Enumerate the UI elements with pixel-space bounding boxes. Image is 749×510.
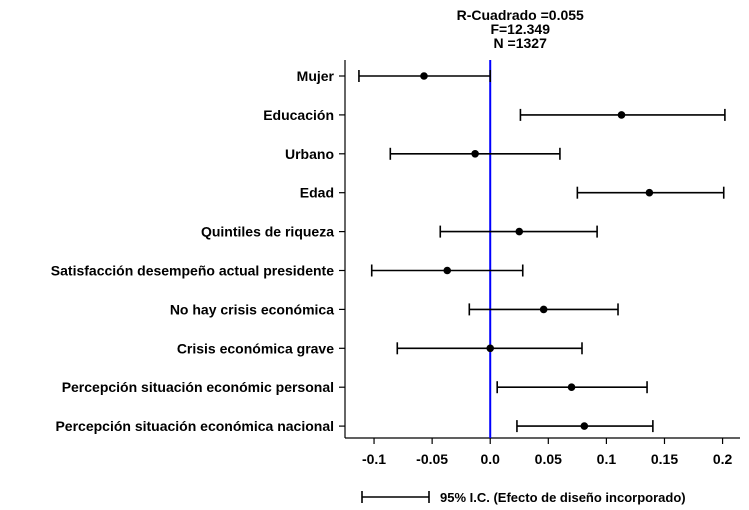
x-tick-label: 0.15	[651, 451, 678, 467]
category-label: Crisis económica grave	[177, 340, 334, 356]
category-labels: Mujer Educación Urbano Edad Quintiles de riq…	[51, 68, 335, 434]
estimate-point	[443, 266, 452, 275]
category-label: Urbano	[285, 146, 334, 162]
x-tick-label: 0.0	[480, 451, 500, 467]
estimate-point	[471, 150, 479, 158]
x-tick-label: 0.2	[713, 451, 733, 467]
estimate-point	[567, 383, 576, 392]
estimates	[358, 70, 726, 433]
category-label: Satisfacción desempeño actual presidente	[51, 263, 334, 279]
legend-label: 95% I.C. (Efecto de diseño incorporado)	[440, 490, 686, 505]
stat-line: F=12.349	[490, 21, 550, 37]
x-tick-label: 0.1	[597, 451, 617, 467]
estimate-point	[580, 422, 589, 430]
estimate-point	[515, 227, 524, 236]
estimate-point	[617, 111, 626, 119]
x-tick-label: -0.1	[362, 451, 386, 467]
estimate-point	[645, 188, 654, 197]
x-axis-ticks: -0.1 -0.05 0.0 0.05 0.1 0.15 0.2	[362, 438, 733, 467]
category-label: Percepción situación económic personal	[62, 379, 334, 395]
estimate-point	[486, 344, 495, 353]
legend: 95% I.C. (Efecto de diseño incorporado)	[361, 490, 686, 505]
stat-line: N =1327	[494, 35, 548, 51]
axes	[339, 60, 740, 439]
stat-line: R-Cuadrado =0.055	[457, 7, 584, 23]
category-label: Percepción situación económica nacional	[55, 418, 334, 434]
category-label: Mujer	[297, 68, 335, 84]
estimate-point	[539, 305, 548, 314]
category-label: Quintiles de riqueza	[201, 224, 334, 240]
category-label: No hay crisis económica	[170, 301, 334, 317]
category-label: Edad	[300, 185, 334, 201]
estimate-point	[420, 72, 428, 80]
category-label: Educación	[263, 107, 334, 123]
x-tick-label: -0.05	[416, 451, 448, 467]
x-tick-label: 0.05	[535, 451, 562, 467]
